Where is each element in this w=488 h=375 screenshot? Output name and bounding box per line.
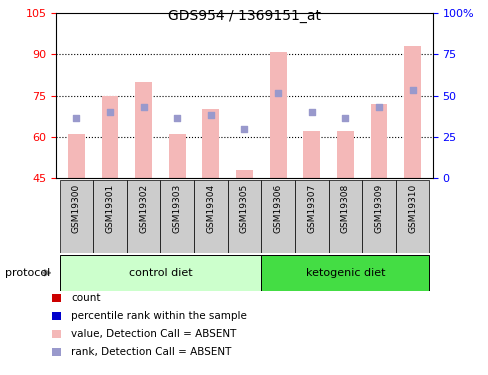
Text: count: count	[71, 293, 100, 303]
Text: GSM19308: GSM19308	[340, 184, 349, 233]
Bar	[102, 96, 118, 178]
Bar	[60, 255, 261, 291]
Point	[374, 104, 382, 110]
Bar	[68, 134, 84, 178]
Bar	[160, 180, 194, 253]
Text: GSM19306: GSM19306	[273, 184, 282, 233]
Bar	[168, 134, 185, 178]
Text: GSM19307: GSM19307	[306, 184, 316, 233]
Bar	[126, 180, 160, 253]
Text: control diet: control diet	[128, 268, 192, 278]
Bar	[294, 180, 328, 253]
Text: protocol: protocol	[5, 268, 50, 278]
Bar	[404, 46, 420, 178]
Bar	[227, 180, 261, 253]
Text: GSM19300: GSM19300	[72, 184, 81, 233]
Text: GSM19305: GSM19305	[240, 184, 248, 233]
Bar	[261, 180, 294, 253]
Text: rank, Detection Call = ABSENT: rank, Detection Call = ABSENT	[71, 347, 231, 357]
Point	[106, 109, 114, 115]
Bar	[194, 180, 227, 253]
Point	[341, 115, 348, 121]
Text: GDS954 / 1369151_at: GDS954 / 1369151_at	[168, 9, 320, 23]
Point	[307, 109, 315, 115]
Point	[274, 90, 282, 96]
Bar	[60, 180, 93, 253]
Bar	[93, 180, 126, 253]
Bar	[362, 180, 395, 253]
Point	[173, 115, 181, 121]
Bar	[269, 52, 286, 178]
Text: GSM19310: GSM19310	[407, 184, 416, 233]
Point	[72, 115, 80, 121]
Text: GSM19309: GSM19309	[374, 184, 383, 233]
Point	[240, 126, 248, 132]
Bar	[303, 131, 320, 178]
Bar	[261, 255, 428, 291]
Bar	[236, 170, 252, 178]
Text: GSM19304: GSM19304	[206, 184, 215, 233]
Text: ketogenic diet: ketogenic diet	[305, 268, 385, 278]
Point	[408, 87, 416, 93]
Text: GSM19302: GSM19302	[139, 184, 148, 233]
Bar	[336, 131, 353, 178]
Bar	[202, 110, 219, 178]
Text: GSM19301: GSM19301	[105, 184, 114, 233]
Bar	[135, 82, 152, 178]
Bar	[395, 180, 428, 253]
Text: percentile rank within the sample: percentile rank within the sample	[71, 311, 246, 321]
Point	[206, 112, 214, 118]
Text: value, Detection Call = ABSENT: value, Detection Call = ABSENT	[71, 329, 236, 339]
Bar	[328, 180, 362, 253]
Text: GSM19303: GSM19303	[172, 184, 182, 233]
Point	[140, 104, 147, 110]
Bar	[370, 104, 386, 178]
